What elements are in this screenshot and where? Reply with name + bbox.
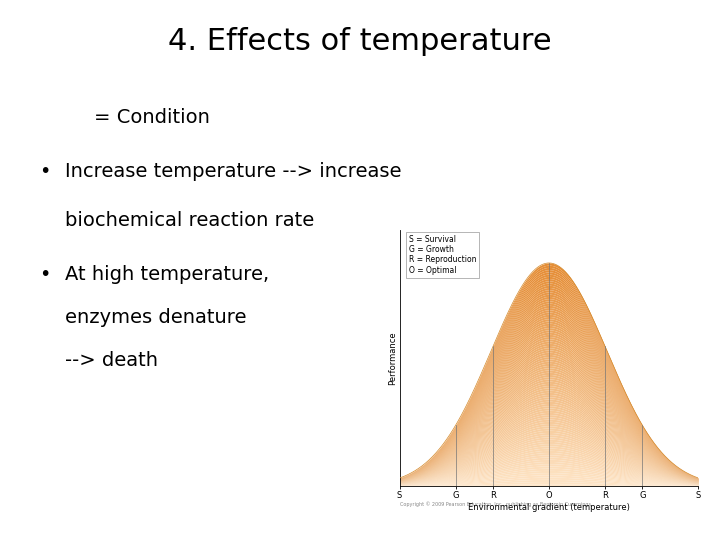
Text: enzymes denature: enzymes denature <box>65 308 246 327</box>
Text: At high temperature,: At high temperature, <box>65 265 269 284</box>
Text: •: • <box>40 265 51 284</box>
Text: Copyright © 2009 Pearson Education, Inc., publishing as Benjamin Cummings: Copyright © 2009 Pearson Education, Inc.… <box>400 501 590 507</box>
X-axis label: Environmental gradient (temperature): Environmental gradient (temperature) <box>468 503 630 511</box>
Text: S = Survival
G = Growth
R = Reproduction
O = Optimal: S = Survival G = Growth R = Reproduction… <box>408 234 476 275</box>
Text: 4. Effects of temperature: 4. Effects of temperature <box>168 27 552 56</box>
Text: = Condition: = Condition <box>94 108 210 127</box>
Y-axis label: Performance: Performance <box>388 331 397 384</box>
Text: Increase temperature --> increase: Increase temperature --> increase <box>65 162 401 181</box>
Text: --> death: --> death <box>65 351 158 370</box>
Text: biochemical reaction rate: biochemical reaction rate <box>65 211 314 229</box>
Text: •: • <box>40 162 51 181</box>
